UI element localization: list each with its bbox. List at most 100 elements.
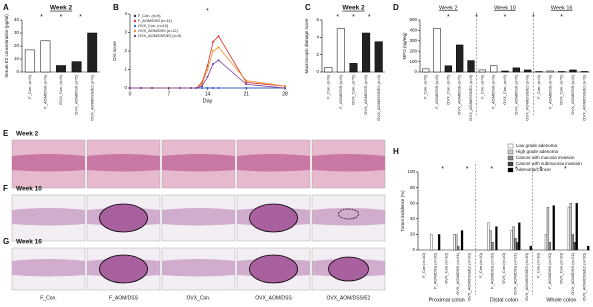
- bar: [489, 230, 492, 251]
- significance-mark: *: [539, 166, 542, 173]
- bar: [453, 234, 456, 251]
- point: [151, 87, 154, 89]
- bar: [433, 28, 441, 73]
- y-tick-label: 80: [410, 185, 416, 190]
- category-label: OVX_AOM/DSS/E2 (n=20): [467, 252, 472, 301]
- tissue-band: [12, 259, 85, 277]
- bar: [558, 71, 566, 73]
- y-tick-label: 100: [409, 59, 417, 64]
- significance-mark: *: [60, 14, 63, 21]
- bar: [548, 242, 551, 251]
- tissue-band: [237, 154, 310, 172]
- y-tick-label: 0: [316, 69, 319, 74]
- bar: [349, 63, 358, 73]
- category-label: OVX_AOM/DSS/E2 (n=9): [468, 74, 473, 120]
- legend-label: Low grade adenoma: [516, 143, 558, 148]
- point: [189, 87, 192, 89]
- bar: [491, 242, 494, 251]
- significance-mark: *: [441, 166, 444, 173]
- bar: [518, 222, 521, 251]
- group-label: F_Con.: [40, 295, 56, 301]
- tissue-band: [87, 154, 160, 172]
- bar: [510, 230, 513, 251]
- bar: [575, 203, 578, 251]
- point: [212, 40, 215, 43]
- panel-title: Week 2: [50, 5, 73, 12]
- category-label: OVX_AOM/DSS/E2 (n=9): [525, 74, 530, 120]
- legend-label: F_AOM/DSS (n=11): [138, 19, 173, 23]
- category-label: OVX_AOM/DSS/E2 (n=20): [581, 252, 586, 301]
- y-tick-label: 300: [409, 38, 417, 43]
- significance-mark: *: [466, 166, 469, 173]
- tissue-band: [162, 208, 235, 226]
- category-label: F_AOM/DSS (n=9): [434, 74, 439, 108]
- y-tick-label: 1: [124, 67, 127, 72]
- y-tick-label: 0: [412, 247, 415, 252]
- category-label: F_Con (n=10): [421, 252, 426, 277]
- category-label: OVX_AOM/DSS/E2 (n=9): [89, 74, 94, 120]
- point: [206, 75, 209, 78]
- tumor-outline: [328, 256, 369, 282]
- bar: [535, 71, 543, 73]
- line: [130, 46, 286, 89]
- point: [217, 35, 220, 38]
- category-label: F_Con. (n=9): [423, 74, 428, 98]
- significance-mark: *: [206, 8, 209, 15]
- point: [245, 83, 248, 86]
- category-label: F_AOM/DSS (n=9): [547, 74, 552, 108]
- category-label: F_Con. (n=9): [27, 74, 32, 98]
- significance-mark: *: [564, 166, 567, 173]
- point: [212, 62, 215, 65]
- significance-mark: *: [490, 166, 493, 173]
- category-label: OVX_Con (n=10): [558, 252, 563, 283]
- point: [140, 87, 143, 89]
- legend-label: OVX_Con. (n=10): [138, 24, 169, 28]
- x-tick-label: 14: [205, 91, 211, 97]
- week-label: Week 16: [16, 239, 42, 246]
- y-tick-label: 400: [409, 28, 417, 33]
- category-label: OVX_AOM/DSS (n=21): [513, 252, 518, 295]
- bar: [457, 245, 460, 251]
- y-tick-label: 4: [124, 11, 127, 16]
- y-axis-label: Serum E2 concentration (pg/ml): [4, 14, 9, 78]
- y-axis-label: Macroscopic damage score: [304, 18, 309, 74]
- category-label: F_Con. (n=9): [536, 74, 541, 98]
- y-tick-label: 0: [414, 69, 417, 74]
- group-label: Week 16: [551, 5, 573, 11]
- bar: [456, 44, 464, 73]
- category-label: OVX_Con. (n=5): [445, 74, 450, 104]
- line: [130, 35, 286, 89]
- bar: [524, 69, 532, 73]
- y-tick-label: 2: [124, 48, 127, 53]
- point: [200, 85, 203, 88]
- y-tick-label: 0: [124, 85, 127, 90]
- bar: [374, 41, 383, 73]
- legend-swatch: [507, 149, 514, 155]
- bar: [487, 222, 490, 251]
- bar: [87, 32, 98, 73]
- significance-mark: *: [447, 14, 450, 21]
- category-label: OVX_AOM/DSS (n=5): [570, 74, 575, 114]
- point: [167, 87, 170, 89]
- bar: [478, 69, 486, 73]
- bar: [336, 28, 345, 73]
- tumor-outline: [249, 203, 298, 233]
- tumor-outline: [338, 208, 359, 220]
- bar: [544, 234, 548, 251]
- point: [284, 85, 286, 88]
- tissue-band: [312, 154, 385, 172]
- significance-mark: *: [504, 14, 507, 21]
- legend-marker: [133, 24, 137, 28]
- tissue-band: [12, 208, 85, 226]
- category-label: F_Con (n=10): [478, 252, 483, 277]
- legend-swatch: [507, 155, 514, 161]
- bar: [56, 65, 66, 73]
- point: [200, 87, 203, 89]
- category-label: F_AOM/DSS (n=9): [491, 74, 496, 108]
- y-tick-label: 0: [16, 69, 19, 74]
- y-tick-label: 2: [316, 52, 319, 57]
- legend-label: Cancer with mucosa invasion: [516, 155, 575, 160]
- legend-label: Cancer with submucosa invasion: [516, 161, 582, 166]
- y-tick-label: 30: [14, 30, 20, 35]
